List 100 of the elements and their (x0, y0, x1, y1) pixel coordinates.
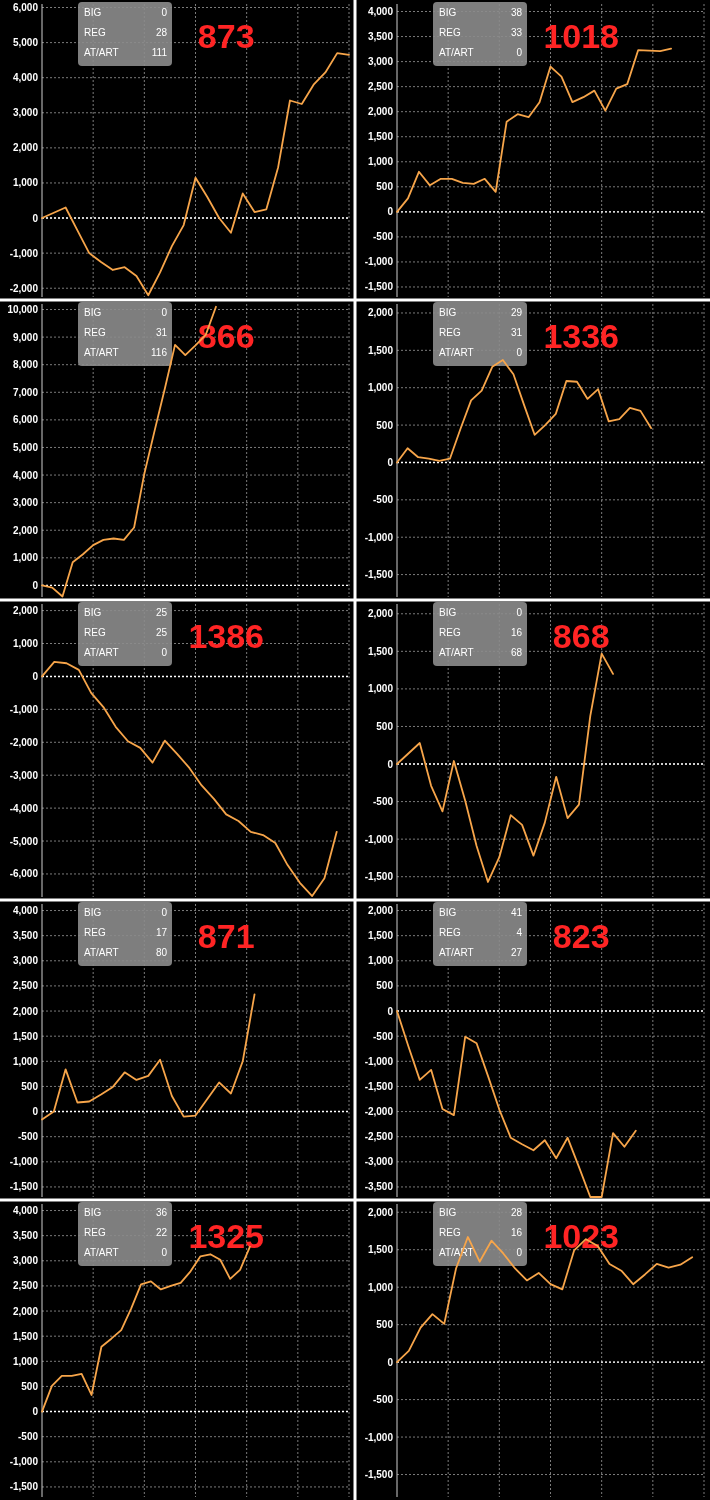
y-tick-label: 4,000 (367, 6, 394, 18)
y-tick-label: 1,000 (12, 177, 39, 189)
annotation: AT/ART (84, 947, 119, 958)
y-tick-label: 1,500 (12, 1330, 39, 1342)
y-tick-label: 0 (32, 212, 39, 224)
y-tick-label: 3,000 (367, 56, 394, 68)
annotation: 0 (516, 1247, 523, 1258)
y-tick-label: 1,500 (367, 930, 394, 942)
chart-title: 823 (552, 917, 610, 955)
y-tick-label: 3,000 (12, 107, 39, 119)
y-tick-label: -2,000 (9, 736, 39, 748)
annotation: BIG (84, 607, 102, 618)
y-tick-label: 5,000 (12, 37, 39, 49)
y-tick-label: 1,500 (12, 1030, 39, 1042)
y-tick-label: 2,500 (367, 81, 394, 93)
annotation: 80 (155, 947, 168, 958)
y-tick-label: 500 (376, 181, 394, 193)
annotation: BIG (439, 907, 457, 918)
annotation: BIG (84, 7, 102, 18)
y-tick-label: -1,500 (364, 1080, 394, 1092)
annotation: 0 (516, 347, 523, 358)
annotation: 0 (161, 647, 168, 658)
annotation: 0 (161, 907, 168, 918)
annotation: REG (439, 327, 461, 338)
y-tick-label: 0 (387, 1005, 394, 1017)
y-tick-label: 6,000 (12, 2, 39, 14)
y-tick-label: 500 (21, 1380, 39, 1392)
chart-title: 1386 (188, 617, 265, 655)
annotation: REG (439, 27, 461, 38)
annotation: 16 (510, 627, 523, 638)
y-tick-label: -1,000 (9, 1456, 39, 1468)
y-tick-label: 2,000 (12, 605, 39, 617)
annotation: 29 (510, 307, 523, 318)
y-tick-label: 2,500 (12, 980, 39, 992)
y-tick-label: 4,000 (12, 469, 39, 481)
y-tick-label: 6,000 (12, 414, 39, 426)
line-series (396, 47, 673, 213)
y-tick-label: -500 (372, 494, 394, 506)
y-tick-label: -500 (372, 1030, 394, 1042)
y-tick-label: 1,000 (367, 156, 394, 168)
y-tick-label: -1,500 (9, 1481, 39, 1493)
y-tick-label: -2,000 (9, 282, 39, 294)
y-tick-label: -1,000 (364, 531, 394, 543)
y-tick-label: 0 (387, 758, 394, 770)
y-tick-label: -1,000 (9, 1156, 39, 1168)
y-tick-label: 3,000 (12, 1255, 39, 1267)
y-tick-label: -1,000 (364, 256, 394, 268)
y-tick-label: 3,500 (367, 31, 394, 43)
annotation: REG (84, 927, 106, 938)
line-series (41, 661, 338, 897)
y-tick-label: 0 (32, 1106, 39, 1118)
y-tick-label: -2,500 (364, 1131, 394, 1143)
y-tick-label: -1,000 (9, 247, 39, 259)
y-tick-label: 3,000 (12, 955, 39, 967)
annotation: 28 (155, 27, 168, 38)
y-tick-label: 500 (376, 1319, 394, 1331)
y-tick-label: -500 (372, 796, 394, 808)
annotation: REG (439, 927, 461, 938)
y-tick-label: 2,000 (12, 142, 39, 154)
y-tick-label: 2,000 (367, 905, 394, 917)
annotation: 31 (155, 327, 168, 338)
y-tick-label: -1,000 (364, 1055, 394, 1067)
line-series (396, 359, 652, 464)
y-tick-label: 0 (32, 579, 39, 591)
annotation: 28 (510, 1207, 523, 1218)
y-tick-label: 2,000 (367, 1206, 394, 1218)
y-tick-label: 1,000 (367, 382, 394, 394)
y-tick-label: -3,500 (364, 1181, 394, 1193)
y-tick-label: 1,000 (367, 955, 394, 967)
annotation: AT/ART (84, 1247, 119, 1258)
chart-title: 1336 (543, 317, 620, 355)
y-tick-label: 3,000 (12, 497, 39, 509)
y-tick-label: 500 (376, 980, 394, 992)
annotation: 0 (516, 47, 523, 58)
y-tick-label: 1,500 (367, 131, 394, 143)
chart-title: 868 (552, 617, 610, 655)
y-tick-label: -1,000 (364, 833, 394, 845)
annotation: 27 (510, 947, 523, 958)
line-series (396, 1010, 637, 1198)
y-tick-label: 0 (387, 456, 394, 468)
annotation: 25 (155, 627, 168, 638)
annotation: REG (439, 627, 461, 638)
annotation: 36 (155, 1207, 168, 1218)
y-tick-label: 3,500 (12, 930, 39, 942)
y-tick-label: 5,000 (12, 441, 39, 453)
y-tick-label: 4,000 (12, 1205, 39, 1217)
y-tick-label: 0 (32, 1406, 39, 1418)
y-tick-label: 7,000 (12, 386, 39, 398)
annotation: 0 (161, 7, 168, 18)
annotation: BIG (84, 307, 102, 318)
annotation: 16 (510, 1227, 523, 1238)
y-tick-label: -1,000 (364, 1431, 394, 1443)
y-tick-label: 0 (387, 206, 394, 218)
chart-title: 866 (197, 317, 255, 355)
line-series (41, 993, 256, 1121)
y-tick-label: 1,000 (12, 1055, 39, 1067)
annotation: BIG (439, 7, 457, 18)
y-tick-label: 1,000 (367, 683, 394, 695)
y-tick-label: -1,000 (9, 703, 39, 715)
y-tick-label: 2,000 (12, 1305, 39, 1317)
